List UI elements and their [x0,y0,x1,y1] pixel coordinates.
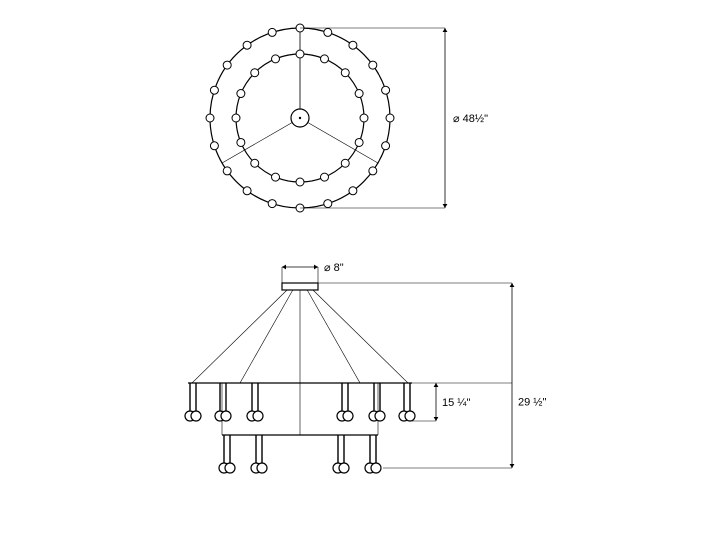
dim-top-diameter: ⌀ 48½" [453,113,488,125]
dim-canopy: ⌀ 8" [324,262,344,274]
dim-h1: 15 ¼" [442,397,470,409]
dim-h2: 29 ½" [518,397,546,409]
